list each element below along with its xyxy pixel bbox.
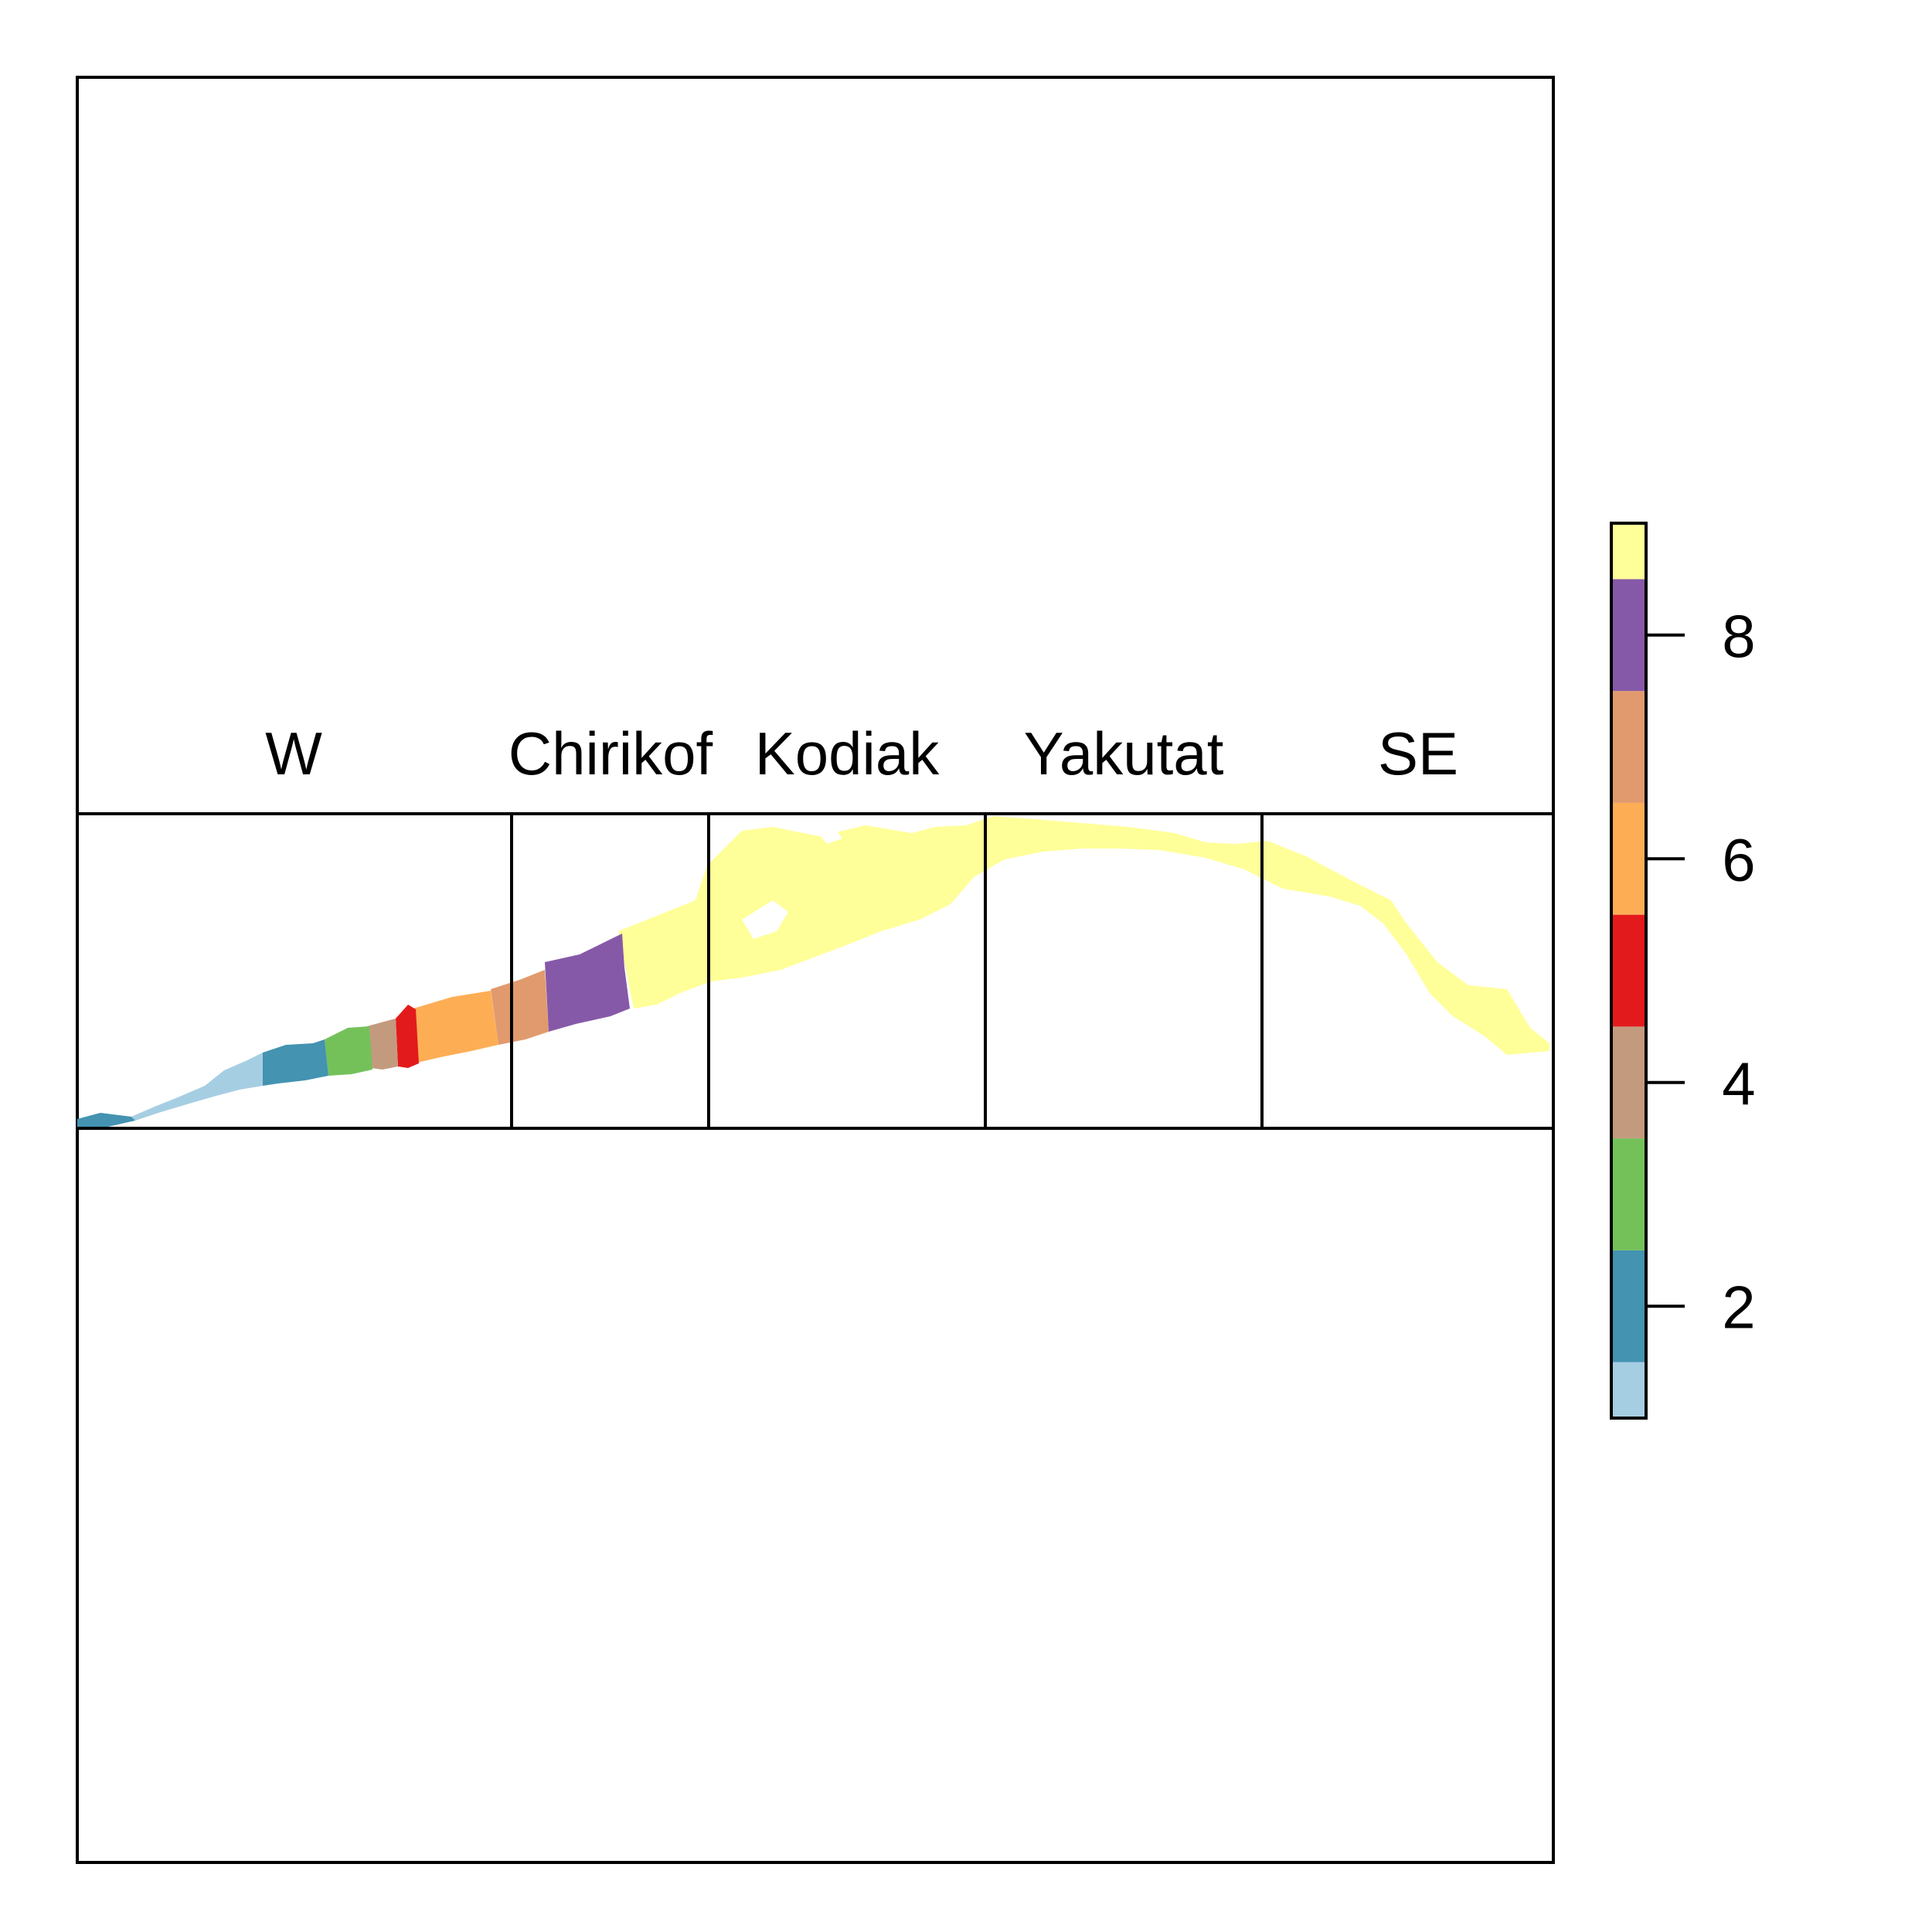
- region-label-kodiak: Kodiak: [755, 719, 940, 787]
- stratum-9-area: [618, 816, 1549, 1055]
- legend-tick-label: 6: [1722, 825, 1755, 893]
- stratum-4-area: [367, 1019, 398, 1070]
- legend-color-block: [1611, 523, 1646, 580]
- stratum-5-area: [396, 1005, 419, 1068]
- stratum-6-area: [413, 991, 498, 1063]
- region-labels: W Chirikof Kodiak Yakutat SE: [265, 719, 1458, 787]
- legend-tick-label: 2: [1722, 1273, 1755, 1341]
- legend-color-block: [1611, 802, 1646, 915]
- stratum-2-area: [263, 1039, 328, 1086]
- stratum-8-area: [545, 934, 630, 1032]
- color-legend: 2 4 6 8: [1610, 522, 1756, 1420]
- legend-color-block: [1611, 1250, 1646, 1362]
- region-grid: [77, 812, 1553, 1130]
- stratum-7-area: [491, 970, 549, 1045]
- region-label-chirikof: Chirikof: [509, 719, 713, 787]
- plot-frame: [76, 76, 1555, 1864]
- shelf-gap: [742, 900, 788, 939]
- shelf-gap: [819, 828, 842, 844]
- legend-color-block: [1611, 1138, 1646, 1250]
- region-label-yakutat: Yakutat: [1024, 719, 1224, 787]
- stratum-2-tip: [77, 1113, 135, 1128]
- legend-color-block: [1611, 1362, 1646, 1418]
- legend-color-block: [1611, 691, 1646, 803]
- legend-tick-label: 8: [1722, 602, 1755, 670]
- legend-color-block: [1611, 1026, 1646, 1139]
- legend-color-block: [1611, 579, 1646, 692]
- legend-tick-label: 4: [1722, 1049, 1755, 1117]
- shelf-strata: [77, 816, 1549, 1128]
- stratum-3-area: [325, 1026, 372, 1076]
- legend-frame: [1610, 522, 1648, 1420]
- legend-color-block: [1611, 914, 1646, 1027]
- region-label-w: W: [265, 719, 322, 787]
- stratum-1-area: [131, 1053, 263, 1121]
- region-label-se: SE: [1378, 719, 1458, 787]
